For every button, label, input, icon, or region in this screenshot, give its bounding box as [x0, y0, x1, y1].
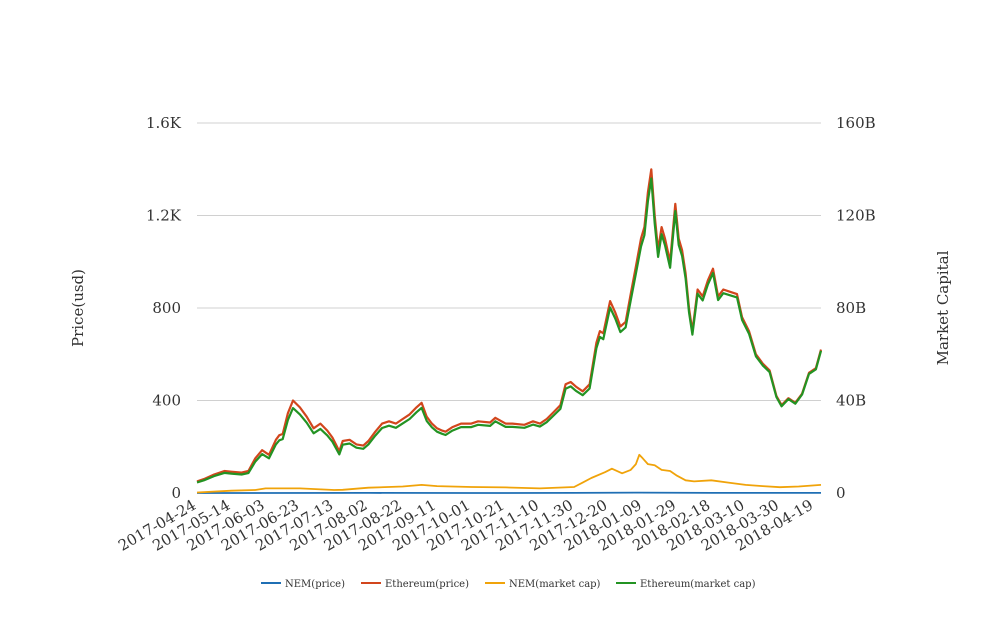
legend-label: NEM(market cap)	[509, 579, 601, 590]
gridlines	[197, 123, 821, 493]
legend: NEM(price) Ethereum(price) NEM(market cap)…	[261, 579, 756, 590]
y-tick-label: 800	[152, 299, 181, 317]
legend-label: NEM(price)	[285, 579, 345, 590]
series-line-1	[197, 169, 821, 481]
series-lines	[197, 169, 821, 493]
legend-label: Ethereum(price)	[385, 579, 469, 590]
y2-tick-label: 120B	[836, 207, 876, 225]
y2-axis-ticks: 0 40B 80B 120B 160B	[836, 114, 876, 502]
y2-tick-label: 160B	[836, 114, 876, 132]
y-axis-title: Price(usd)	[69, 269, 87, 347]
y2-tick-label: 0	[836, 484, 846, 502]
y-tick-label: 1.6K	[146, 114, 182, 132]
x-axis-ticks: 2017-04-242017-05-142017-06-032017-06-23…	[115, 496, 816, 555]
y2-axis-title: Market Capital	[934, 250, 952, 365]
legend-label: Ethereum(market cap)	[640, 579, 756, 590]
series-line-2	[197, 455, 821, 493]
y2-tick-label: 80B	[836, 299, 866, 317]
series-line-3	[197, 179, 821, 483]
y2-tick-label: 40B	[836, 392, 866, 410]
y-tick-label: 400	[152, 392, 181, 410]
y-tick-label: 1.2K	[146, 207, 182, 225]
y-tick-label: 0	[171, 484, 181, 502]
y-axis-ticks: 0 400 800 1.2K 1.6K	[146, 114, 182, 502]
